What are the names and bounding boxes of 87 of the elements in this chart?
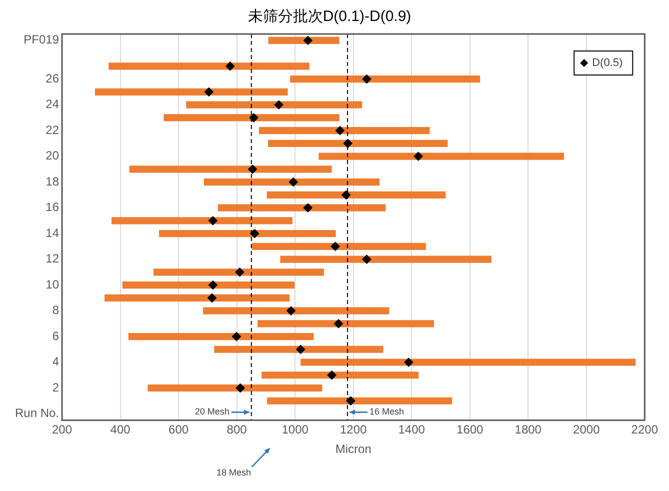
- bar: [258, 127, 430, 134]
- y-tick-label: 20: [46, 148, 60, 163]
- bar: [128, 332, 314, 340]
- bar: [300, 358, 636, 366]
- x-tick-label: 1400: [398, 422, 426, 437]
- x-tick-label: 1200: [340, 422, 368, 437]
- bar: [164, 114, 340, 122]
- point: [236, 384, 245, 393]
- y-tick-label: 22: [46, 122, 60, 137]
- y-tick-label: 4: [52, 354, 60, 369]
- point: [362, 74, 372, 84]
- point: [342, 190, 351, 200]
- bar: [108, 62, 310, 70]
- x-tick-label: 600: [168, 422, 189, 437]
- point: [226, 62, 235, 71]
- point: [232, 332, 242, 342]
- bar: [94, 88, 288, 96]
- point: [330, 242, 340, 251]
- bar: [204, 178, 380, 186]
- bar: [203, 307, 390, 314]
- x-tick-label: 1000: [282, 422, 309, 437]
- point: [414, 152, 423, 161]
- point: [346, 396, 356, 406]
- bar: [262, 372, 419, 379]
- x-tick-label: 800: [226, 422, 248, 437]
- x-tick-label: 2200: [631, 422, 658, 437]
- legend-label: D(0.5): [592, 57, 623, 70]
- chart-title: 未筛分批次D(0.1)-D(0.9): [248, 8, 412, 26]
- point: [208, 293, 217, 302]
- y-tick-label: 10: [46, 277, 60, 292]
- y-tick-label: 18: [46, 174, 60, 188]
- point: [235, 268, 244, 277]
- point: [249, 113, 258, 122]
- y-tick-label: 2: [52, 380, 60, 394]
- point: [250, 229, 260, 238]
- x-tick-label: 1600: [456, 422, 484, 437]
- bar: [257, 320, 434, 328]
- point: [208, 280, 218, 290]
- ref-line-label: 20 Mesh: [194, 406, 230, 417]
- bar: [280, 256, 492, 263]
- y-tick-label: 14: [46, 226, 60, 240]
- bar: [267, 397, 452, 404]
- point: [248, 164, 258, 174]
- point: [204, 87, 214, 96]
- bar: [318, 152, 564, 160]
- bar: [104, 294, 290, 302]
- y-tick-label: 8: [52, 303, 60, 318]
- y-tick-label: Run No.: [14, 406, 60, 420]
- bar: [266, 191, 446, 198]
- bar: [186, 101, 362, 108]
- x-tick-label: 400: [110, 422, 131, 437]
- point: [286, 306, 296, 316]
- y-tick-label: 24: [46, 97, 60, 112]
- bar: [214, 346, 384, 353]
- bar: [268, 140, 448, 147]
- bar: [129, 166, 332, 173]
- y-tick-label: 26: [46, 71, 60, 86]
- bar: [148, 384, 322, 392]
- bar: [252, 242, 426, 250]
- point: [362, 254, 372, 264]
- bar: [290, 76, 480, 83]
- y-tick-label: 6: [52, 328, 60, 343]
- x-axis-title: Micron: [335, 442, 372, 456]
- point: [327, 370, 336, 380]
- y-tick-label: 12: [46, 252, 60, 266]
- x-tick-label: 200: [52, 422, 72, 437]
- point: [274, 100, 284, 110]
- ref-line-label: 16 Mesh: [370, 406, 404, 417]
- text: 18 Mesh: [216, 467, 252, 478]
- point: [303, 36, 312, 45]
- point: [303, 203, 312, 212]
- point: [208, 216, 218, 226]
- bar: [218, 204, 386, 212]
- y-tick-label: 16: [46, 200, 60, 214]
- point: [335, 126, 344, 136]
- y-tick-label: PF019: [24, 32, 60, 47]
- point: [296, 344, 306, 354]
- bar: [122, 281, 294, 289]
- point: [334, 319, 343, 328]
- bar: [112, 217, 292, 224]
- point: [288, 178, 298, 187]
- bar: [159, 230, 336, 238]
- bar: [268, 36, 340, 44]
- x-tick-label: 1800: [514, 422, 542, 437]
- bar: [153, 268, 324, 276]
- point: [404, 358, 414, 367]
- x-tick-label: 2000: [573, 422, 600, 437]
